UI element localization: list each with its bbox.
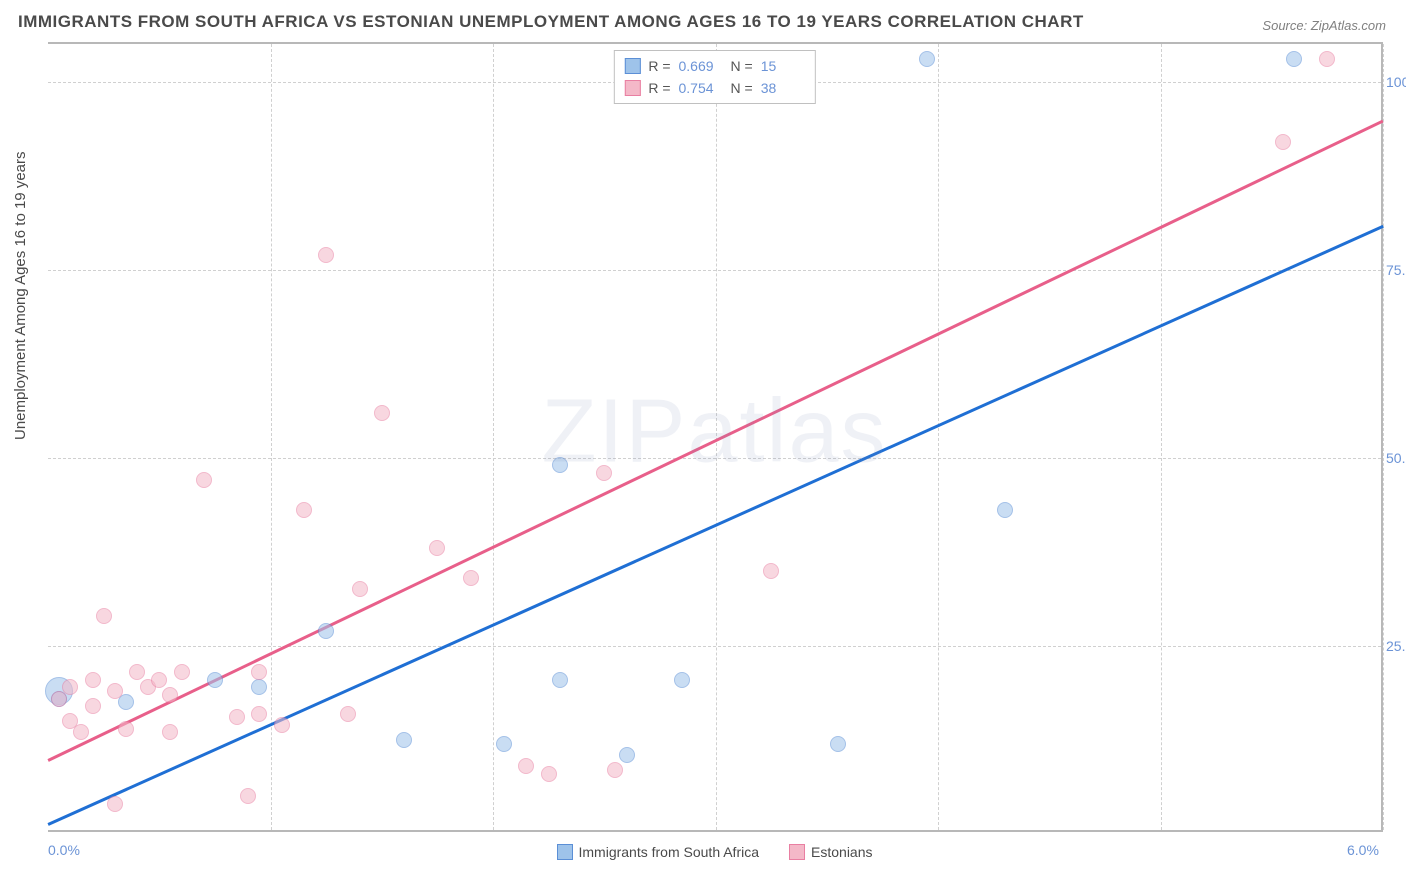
legend-r-label: R = <box>648 55 670 77</box>
data-point <box>118 721 134 737</box>
data-point <box>129 664 145 680</box>
data-point <box>251 706 267 722</box>
legend-series-label: Estonians <box>811 844 872 860</box>
legend-row: R = 0.669 N = 15 <box>624 55 804 77</box>
legend-r-value: 0.669 <box>679 55 723 77</box>
data-point <box>296 502 312 518</box>
data-point <box>174 664 190 680</box>
correlation-legend: R = 0.669 N = 15 R = 0.754 N = 38 <box>613 50 815 104</box>
data-point <box>85 672 101 688</box>
data-point <box>196 472 212 488</box>
data-point <box>107 796 123 812</box>
scatter-plot-area: ZIPatlas R = 0.669 N = 15 R = 0.754 N = … <box>48 42 1383 832</box>
source-link[interactable]: ZipAtlas.com <box>1311 18 1386 33</box>
legend-row: R = 0.754 N = 38 <box>624 77 804 99</box>
legend-n-label: N = <box>731 55 753 77</box>
legend-n-value: 38 <box>761 77 805 99</box>
data-point <box>607 762 623 778</box>
data-point <box>919 51 935 67</box>
gridline <box>48 270 1381 271</box>
data-point <box>318 623 334 639</box>
data-point <box>429 540 445 556</box>
legend-series-label: Immigrants from South Africa <box>579 844 760 860</box>
data-point <box>496 736 512 752</box>
data-point <box>518 758 534 774</box>
data-point <box>73 724 89 740</box>
gridline <box>493 44 494 830</box>
data-point <box>463 570 479 586</box>
legend-item: Immigrants from South Africa <box>557 844 760 860</box>
data-point <box>62 679 78 695</box>
data-point <box>251 679 267 695</box>
data-point <box>85 698 101 714</box>
data-point <box>674 672 690 688</box>
series-legend: Immigrants from South Africa Estonians <box>557 844 873 860</box>
legend-r-label: R = <box>648 77 670 99</box>
data-point <box>1286 51 1302 67</box>
data-point <box>1319 51 1335 67</box>
data-point <box>151 672 167 688</box>
data-point <box>207 672 223 688</box>
data-point <box>340 706 356 722</box>
data-point <box>552 457 568 473</box>
legend-n-value: 15 <box>761 55 805 77</box>
gridline <box>48 646 1381 647</box>
data-point <box>318 247 334 263</box>
data-point <box>251 664 267 680</box>
gridline <box>716 44 717 830</box>
data-point <box>552 672 568 688</box>
watermark-text-b: atlas <box>687 381 887 481</box>
data-point <box>240 788 256 804</box>
data-point <box>396 732 412 748</box>
data-point <box>763 563 779 579</box>
gridline <box>1383 44 1384 830</box>
source-attribution: Source: ZipAtlas.com <box>1262 18 1386 33</box>
data-point <box>96 608 112 624</box>
watermark: ZIPatlas <box>541 380 887 483</box>
data-point <box>619 747 635 763</box>
data-point <box>374 405 390 421</box>
y-tick-label: 50.0% <box>1386 450 1406 466</box>
y-tick-label: 75.0% <box>1386 262 1406 278</box>
data-point <box>541 766 557 782</box>
data-point <box>1275 134 1291 150</box>
gridline <box>48 458 1381 459</box>
chart-title: IMMIGRANTS FROM SOUTH AFRICA VS ESTONIAN… <box>18 12 1084 32</box>
data-point <box>274 717 290 733</box>
legend-swatch-icon <box>624 58 640 74</box>
y-tick-label: 25.0% <box>1386 638 1406 654</box>
data-point <box>107 683 123 699</box>
legend-swatch-icon <box>789 844 805 860</box>
data-point <box>997 502 1013 518</box>
gridline <box>938 44 939 830</box>
legend-r-value: 0.754 <box>679 77 723 99</box>
x-tick-label: 0.0% <box>48 842 80 858</box>
data-point <box>229 709 245 725</box>
legend-n-label: N = <box>731 77 753 99</box>
data-point <box>162 724 178 740</box>
gridline <box>1161 44 1162 830</box>
data-point <box>596 465 612 481</box>
legend-swatch-icon <box>557 844 573 860</box>
gridline <box>271 44 272 830</box>
data-point <box>830 736 846 752</box>
legend-swatch-icon <box>624 80 640 96</box>
y-tick-label: 100.0% <box>1386 74 1406 90</box>
data-point <box>162 687 178 703</box>
source-label: Source: <box>1262 18 1307 33</box>
legend-item: Estonians <box>789 844 872 860</box>
y-axis-label: Unemployment Among Ages 16 to 19 years <box>12 151 29 440</box>
x-tick-label: 6.0% <box>1347 842 1379 858</box>
data-point <box>352 581 368 597</box>
